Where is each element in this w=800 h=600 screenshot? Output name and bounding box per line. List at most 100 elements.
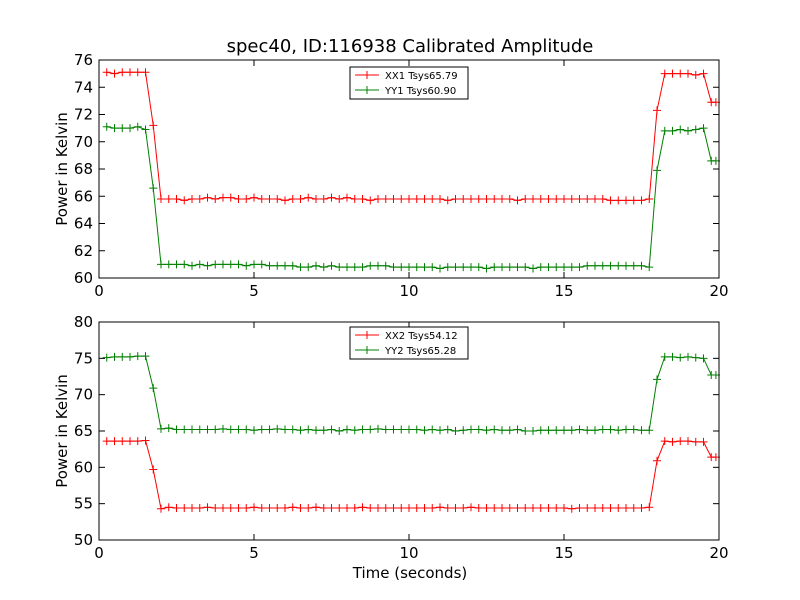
bottom-series-2-point	[420, 426, 429, 435]
top-series-2-point	[691, 125, 700, 134]
bottom-series-2-point	[374, 424, 382, 433]
bottom-series-2-point	[521, 427, 530, 435]
top-series-1-point	[498, 194, 506, 203]
bottom-series-2-point	[505, 426, 514, 435]
top-legend-box	[349, 66, 469, 100]
bottom-series-2-point	[118, 352, 127, 361]
bottom-series-1-point	[188, 504, 196, 513]
bottom-legend: XX2 Tsys54.12 YY2 Tsys65.28	[349, 326, 469, 360]
bottom-series-2-point	[126, 352, 134, 361]
bottom-series-2-point	[598, 425, 607, 434]
bottom-series-2-point	[684, 352, 692, 361]
bottom-series-2-point	[622, 425, 630, 434]
bottom-series-1-point	[622, 504, 630, 513]
bottom-series-2-point	[366, 425, 375, 434]
bottom-series-1-point	[381, 504, 390, 513]
top-series-2-point	[358, 263, 367, 272]
top-series-2-point	[490, 263, 499, 272]
top-series-1-point	[219, 193, 227, 202]
top-series-2-point	[591, 261, 599, 270]
top-series-1-point	[118, 68, 127, 77]
bottom-series-1-point	[451, 504, 460, 513]
top-series-2-point	[110, 124, 119, 133]
bottom-series-2-point	[250, 426, 258, 435]
bottom-series-2-point	[405, 425, 413, 434]
top-legend-marker	[363, 86, 371, 94]
top-series-1-point	[598, 194, 607, 203]
bottom-series-2-point	[164, 424, 173, 433]
bottom-series-1-point	[257, 504, 266, 513]
bottom-series-1-point	[405, 504, 413, 513]
bottom-series-1-point	[374, 504, 382, 513]
bottom-y-tick-label: 80	[74, 313, 93, 331]
bottom-series-1-point	[180, 504, 189, 513]
bottom-series-2-point	[203, 425, 212, 434]
bottom-series-2-point	[536, 426, 545, 435]
top-series-2-point	[288, 261, 297, 270]
bottom-series-1-point	[552, 504, 561, 513]
bottom-y-tick-label: 55	[74, 495, 93, 513]
top-series-2-point	[343, 263, 351, 272]
bottom-series-1-point	[250, 503, 258, 512]
top-series-1-point	[133, 68, 142, 77]
top-series-1-point	[583, 194, 592, 203]
top-series-1-point	[327, 193, 336, 202]
bottom-series-2-point	[157, 424, 165, 433]
bottom-series-1-point	[110, 437, 119, 446]
bottom-series-1-point	[521, 504, 530, 513]
top-series-1-point	[164, 194, 173, 203]
top-series-2-point	[529, 264, 537, 273]
bottom-series-2-point	[180, 425, 189, 434]
bottom-series-2-point	[195, 425, 204, 434]
top-series-1-point	[397, 194, 406, 203]
bottom-series-1-point	[614, 504, 623, 513]
bottom-plot-area: 0 5 10 15 20 50 55 60 65 70 75 80 XX2 Tsys54.12 YY2 T…	[74, 313, 729, 562]
bottom-chart: Power in Kelvin Time (seconds) 0 5 10 15 20 5…	[53, 313, 729, 582]
top-series-1-point	[188, 194, 196, 203]
bottom-x-tick-label: 10	[399, 544, 418, 562]
top-series-1-point	[552, 194, 561, 203]
bottom-x-tick-label: 5	[249, 544, 259, 562]
top-series-2-point	[226, 260, 235, 269]
bottom-series-2-point	[273, 424, 282, 433]
bottom-x-tick-label: 20	[709, 544, 728, 562]
top-series-2-point	[436, 264, 444, 273]
bottom-series-2-point	[699, 354, 708, 363]
top-series-2-point	[699, 124, 708, 133]
bottom-series-2-point	[645, 426, 654, 435]
bottom-series-2-point	[691, 353, 700, 362]
bottom-series-1-point	[350, 504, 359, 513]
bottom-series-1-point	[102, 437, 111, 446]
top-series-1-point	[381, 194, 390, 203]
bottom-series-2-point	[288, 425, 297, 434]
bottom-series-1-point	[172, 504, 181, 513]
top-series-2-point	[660, 126, 669, 135]
bottom-series-1-point	[242, 504, 251, 513]
top-series-1-point	[366, 196, 375, 205]
top-series-2-point	[281, 261, 289, 270]
bottom-series-2-point	[552, 426, 561, 435]
bottom-series-1-point	[443, 504, 452, 513]
top-x-tick-label: 20	[709, 282, 728, 300]
bottom-series-2-point	[226, 425, 235, 434]
top-series-1-point	[412, 194, 421, 203]
top-series-1-point	[443, 196, 452, 205]
bottom-series-2-point	[281, 425, 289, 434]
top-legend: XX1 Tsys65.79 YY1 Tsys60.90	[349, 66, 469, 100]
top-series-1-point	[157, 194, 165, 203]
top-series-2-point	[180, 260, 189, 269]
bottom-series-1-point	[560, 504, 568, 513]
top-series-1-point	[629, 196, 638, 205]
bottom-series-2-point	[319, 426, 328, 435]
bottom-series-1-point	[529, 504, 537, 513]
top-series-1-point	[567, 194, 576, 203]
bottom-series-1-point	[684, 437, 692, 446]
bottom-series-1-point	[343, 504, 351, 513]
top-series-1-point	[281, 196, 289, 205]
top-series-2-point	[164, 260, 173, 269]
top-series-2-point	[188, 261, 196, 270]
bottom-legend-marker	[363, 331, 371, 339]
top-series-1-point	[505, 194, 514, 203]
top-series-1-point	[405, 194, 413, 203]
bottom-series-1-point	[420, 504, 429, 513]
